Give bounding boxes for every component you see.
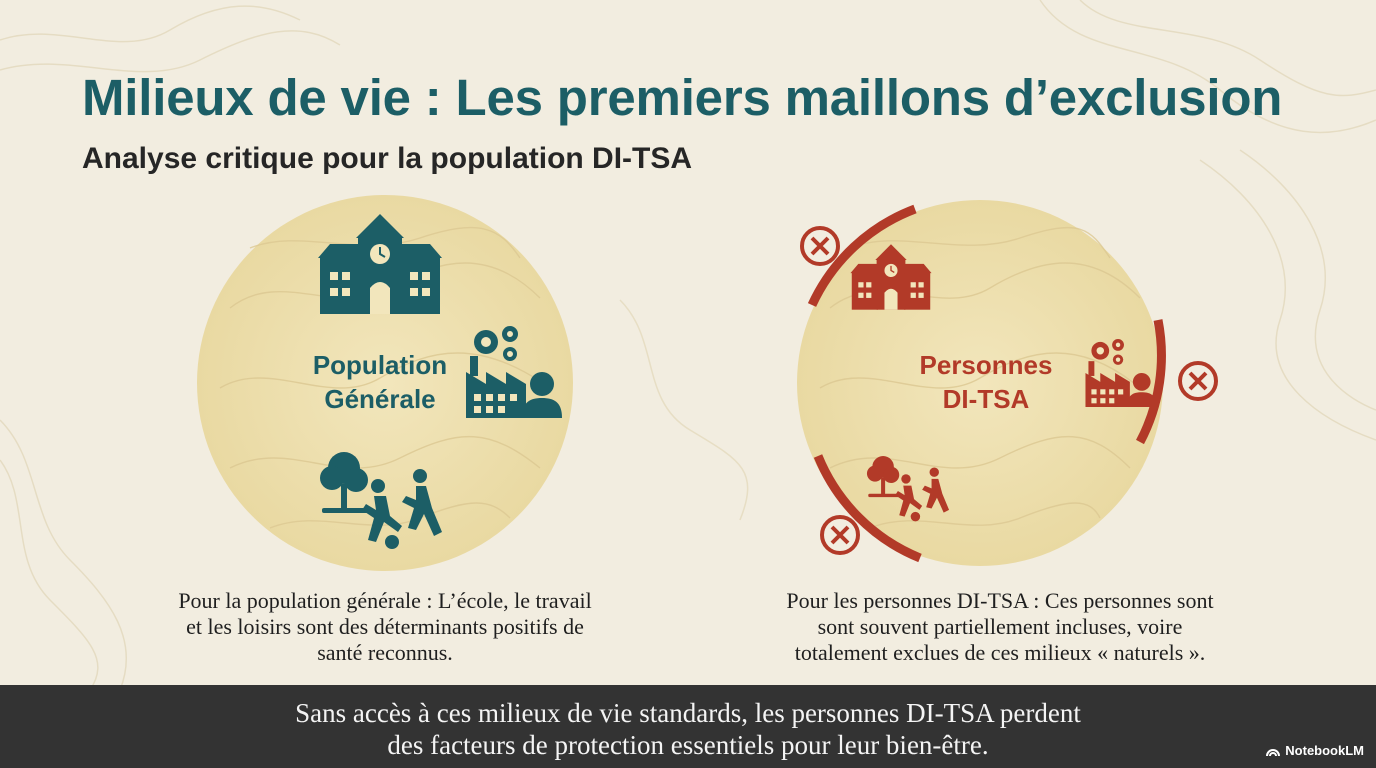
factory-worker-icon: [1085, 338, 1157, 408]
notebooklm-brand: NotebookLM: [1265, 743, 1364, 758]
excluded-x-icon: [820, 515, 860, 555]
school-icon: [850, 244, 932, 310]
caption-line-2: et les loisirs sont des déterminants pos…: [186, 614, 584, 639]
footer-line-2: des facteurs de protection essentiels po…: [387, 730, 989, 760]
notebooklm-logo-icon: [1266, 748, 1281, 756]
footer-message: Sans accès à ces milieux de vie standard…: [0, 697, 1376, 761]
caption-line-2: sont souvent partiellement incluses, voi…: [817, 614, 1183, 639]
excluded-x-icon: [1178, 361, 1218, 401]
brand-label: NotebookLM: [1285, 743, 1364, 758]
label-line-2: Générale: [324, 384, 436, 414]
general-population-caption: Pour la population générale : L’école, l…: [110, 588, 660, 666]
park-play-icon: [866, 456, 950, 522]
general-population-label: Population Générale: [290, 348, 470, 416]
label-line-1: Personnes: [919, 350, 1053, 380]
school-icon: [318, 214, 442, 314]
caption-line-1: Pour les personnes DI-TSA : Ces personne…: [786, 588, 1214, 613]
excluded-x-icon: [800, 226, 840, 266]
di-tsa-panel: Personnes DI-TSA: [790, 188, 1230, 578]
page-subtitle: Analyse critique pour la population DI-T…: [82, 142, 693, 175]
label-line-2: DI-TSA: [942, 384, 1030, 414]
footer-bar: Sans accès à ces milieux de vie standard…: [0, 685, 1376, 768]
caption-line-3: totalement exclues de ces milieux « natu…: [794, 640, 1206, 665]
general-population-panel: Population Générale: [190, 188, 580, 578]
di-tsa-caption: Pour les personnes DI-TSA : Ces personne…: [720, 588, 1280, 666]
park-play-icon: [320, 452, 442, 549]
di-tsa-label: Personnes DI-TSA: [896, 348, 1076, 416]
label-line-1: Population: [312, 350, 448, 380]
factory-worker-icon: [466, 326, 562, 418]
caption-line-1: Pour la population générale : L’école, l…: [178, 588, 592, 613]
page-title: Milieux de vie : Les premiers maillons d…: [82, 69, 1283, 126]
caption-line-3: santé reconnus.: [317, 640, 453, 665]
footer-line-1: Sans accès à ces milieux de vie standard…: [295, 698, 1081, 728]
